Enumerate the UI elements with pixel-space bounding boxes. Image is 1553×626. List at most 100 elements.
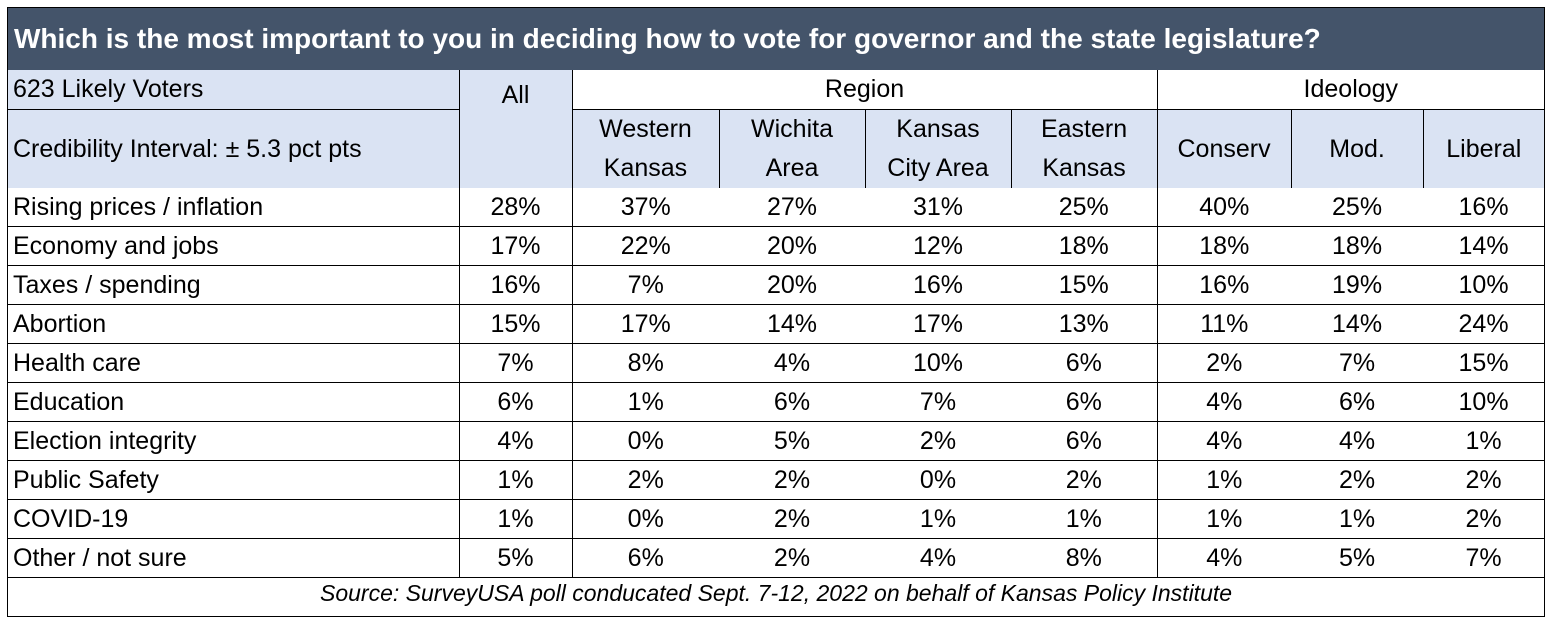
table-cell: 6% bbox=[1011, 382, 1158, 422]
table-cell: 10% bbox=[1423, 382, 1545, 422]
table-cell: 40% bbox=[1156, 188, 1292, 227]
table-cell: 25% bbox=[1291, 188, 1424, 227]
table-cell: 2% bbox=[1011, 460, 1158, 500]
column-header-conserv: Conserv bbox=[1156, 109, 1292, 188]
column-header-line1: Western bbox=[599, 115, 692, 143]
table-cell: 1% bbox=[1291, 499, 1424, 539]
table-cell: 7% bbox=[458, 343, 572, 383]
table-cell: 18% bbox=[1011, 226, 1158, 266]
row-label: Taxes / spending bbox=[8, 265, 459, 305]
column-header-western-kansas: Western Kansas bbox=[571, 109, 719, 188]
table-row: Taxes / spending 16% 7% 20% 16% 15% 16% 19% 10% bbox=[8, 265, 1545, 305]
row-label: Rising prices / inflation bbox=[8, 188, 459, 227]
table-cell: 20% bbox=[719, 226, 865, 266]
row-label: Economy and jobs bbox=[8, 226, 459, 266]
column-header-all: All bbox=[458, 70, 572, 188]
table-cell: 31% bbox=[865, 188, 1011, 227]
table-cell: 4% bbox=[1156, 421, 1292, 461]
column-header-liberal: Liberal bbox=[1422, 109, 1545, 188]
sample-size-label: 623 Likely Voters bbox=[8, 70, 459, 110]
table-cell: 13% bbox=[1011, 304, 1158, 344]
column-header-all-text: All bbox=[501, 81, 530, 109]
table-row: Election integrity 4% 0% 5% 2% 6% 4% 4% 1% bbox=[8, 421, 1545, 461]
table-cell: 1% bbox=[458, 499, 572, 539]
table-cell: 4% bbox=[1156, 538, 1292, 578]
table-cell: 7% bbox=[1291, 343, 1424, 383]
table-cell: 2% bbox=[719, 538, 865, 578]
table-cell: 4% bbox=[1156, 382, 1292, 422]
table-cell: 5% bbox=[458, 538, 572, 578]
table-cell: 16% bbox=[1156, 265, 1292, 305]
row-label: Other / not sure bbox=[8, 538, 459, 578]
table-cell: 11% bbox=[1156, 304, 1292, 344]
table-cell: 8% bbox=[1011, 538, 1158, 578]
table-cell: 6% bbox=[1291, 382, 1424, 422]
table-cell: 19% bbox=[1291, 265, 1424, 305]
table-cell: 0% bbox=[571, 421, 719, 461]
table-row: COVID-19 1% 0% 2% 1% 1% 1% 1% 2% bbox=[8, 499, 1545, 539]
table-cell: 10% bbox=[865, 343, 1011, 383]
row-label: Election integrity bbox=[8, 421, 459, 461]
table-cell: 18% bbox=[1156, 226, 1292, 266]
row-label: COVID-19 bbox=[8, 499, 459, 539]
table-cell: 1% bbox=[458, 460, 572, 500]
table-cell: 2% bbox=[1423, 460, 1545, 500]
table-cell: 22% bbox=[571, 226, 719, 266]
group-header-ideology: Ideology bbox=[1156, 70, 1545, 110]
table-body: Rising prices / inflation 28% 37% 27% 31% 25%… bbox=[8, 188, 1545, 578]
table-cell: 12% bbox=[865, 226, 1011, 266]
table-cell: 4% bbox=[719, 343, 865, 383]
table-cell: 15% bbox=[1011, 265, 1158, 305]
row-label: Abortion bbox=[8, 304, 459, 344]
table-row: Health care 7% 8% 4% 10% 6% 2% 7% 15% bbox=[8, 343, 1545, 383]
results-table: 623 Likely Voters All Region Ideology Cr… bbox=[8, 70, 1545, 608]
table-cell: 1% bbox=[1423, 421, 1545, 461]
table-cell: 17% bbox=[865, 304, 1011, 344]
table-cell: 7% bbox=[1423, 538, 1545, 578]
table-cell: 2% bbox=[865, 421, 1011, 461]
table-cell: 2% bbox=[1423, 499, 1545, 539]
table-cell: 2% bbox=[719, 460, 865, 500]
table-cell: 2% bbox=[1156, 343, 1292, 383]
table-cell: 27% bbox=[719, 188, 865, 227]
column-header-line2: Kansas bbox=[603, 154, 688, 182]
column-header-line1: Wichita bbox=[751, 115, 833, 143]
table-cell: 17% bbox=[458, 226, 572, 266]
table-cell: 16% bbox=[1423, 188, 1545, 227]
group-header-region: Region bbox=[571, 70, 1158, 110]
table-cell: 18% bbox=[1291, 226, 1424, 266]
table-row: Other / not sure 5% 6% 2% 4% 8% 4% 5% 7% bbox=[8, 538, 1545, 578]
table-cell: 14% bbox=[1423, 226, 1545, 266]
table-cell: 37% bbox=[571, 188, 719, 227]
table-cell: 15% bbox=[458, 304, 572, 344]
source-note: Source: SurveyUSA poll conducated Sept. … bbox=[320, 579, 1233, 606]
table-cell: 1% bbox=[1156, 499, 1292, 539]
table-cell: 20% bbox=[719, 265, 865, 305]
row-label: Education bbox=[8, 382, 459, 422]
table-cell: 1% bbox=[865, 499, 1011, 539]
table-cell: 16% bbox=[458, 265, 572, 305]
table-cell: 4% bbox=[458, 421, 572, 461]
table-cell: 17% bbox=[571, 304, 719, 344]
table-cell: 2% bbox=[1291, 460, 1424, 500]
table-cell: 5% bbox=[1291, 538, 1424, 578]
table-cell: 1% bbox=[1156, 460, 1292, 500]
table-cell: 2% bbox=[719, 499, 865, 539]
table-cell: 6% bbox=[1011, 421, 1158, 461]
table-cell: 0% bbox=[571, 499, 719, 539]
column-header-line1: Kansas bbox=[896, 115, 980, 143]
credibility-interval-label: Credibility Interval: ± 5.3 pct pts bbox=[8, 109, 459, 188]
column-header-mod: Mod. bbox=[1290, 109, 1424, 188]
table-title: Which is the most important to you in de… bbox=[8, 8, 1544, 70]
table-cell: 6% bbox=[458, 382, 572, 422]
table-row: Abortion 15% 17% 14% 17% 13% 11% 14% 24% bbox=[8, 304, 1545, 344]
table-cell: 14% bbox=[719, 304, 865, 344]
table-cell: 0% bbox=[865, 460, 1011, 500]
row-label: Public Safety bbox=[8, 460, 459, 500]
table-cell: 16% bbox=[865, 265, 1011, 305]
table-cell: 7% bbox=[571, 265, 719, 305]
table-cell: 6% bbox=[719, 382, 865, 422]
column-header-kansas-city-area: Kansas City Area bbox=[864, 109, 1011, 188]
table-cell: 15% bbox=[1423, 343, 1545, 383]
table-cell: 28% bbox=[458, 188, 572, 227]
